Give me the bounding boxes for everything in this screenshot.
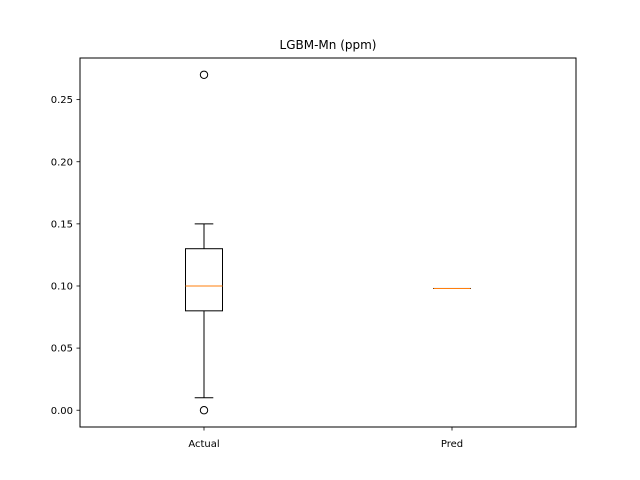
box-group-actual [185,70,223,415]
y-tick-label: 0.25 [51,95,73,106]
iqr-box [185,248,223,312]
y-axis: 0.00 0.05 0.10 0.15 0.20 0.25 [51,95,80,417]
x-axis: Actual Pred [188,427,463,450]
axes-frame [79,57,577,428]
y-tick-label: 0.05 [51,344,73,355]
y-tick-label: 0.20 [51,157,73,168]
y-tick-label: 0.00 [51,406,73,417]
outlier-point [199,406,209,415]
x-tick-label: Actual [188,439,219,450]
x-tick-label: Pred [441,439,463,450]
y-tick-label: 0.10 [51,282,73,293]
chart-title: LGBM-Mn (ppm) [280,38,377,52]
y-tick-label: 0.15 [51,219,73,230]
outlier-point [199,70,209,79]
plot-area [185,70,471,415]
